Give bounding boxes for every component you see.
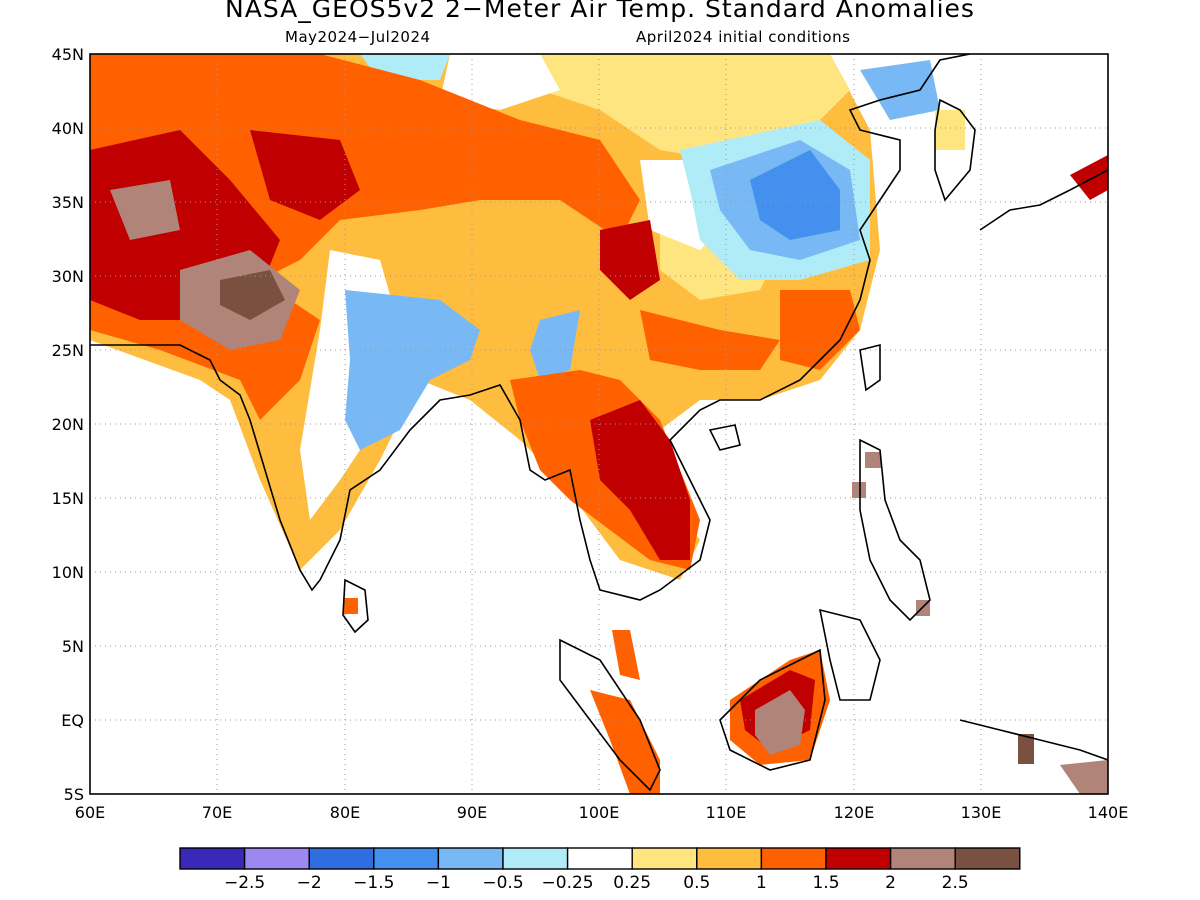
initial-conditions: April2024 initial conditions (636, 28, 851, 46)
lon-label: 120E (834, 803, 875, 822)
lat-label: 5N (62, 637, 84, 656)
latitude-labels: 45N 40N 35N 30N 25N 20N 15N 10N 5N EQ 5S (52, 45, 84, 804)
lon-label: 90E (457, 803, 487, 822)
lon-label: 60E (75, 803, 105, 822)
lat-label: EQ (61, 711, 84, 730)
colorbar-swatch (179, 847, 246, 870)
colorbar-label: −2.5 (224, 873, 265, 893)
longitude-labels: 60E 70E 80E 90E 100E 110E 120E 130E 140E (75, 803, 1129, 822)
map-title: NASA_GEOS5v2 2−Meter Air Temp. Standard … (225, 0, 975, 23)
colorbar-swatch (889, 847, 956, 870)
anomaly-region-philippines (852, 482, 866, 498)
anomaly-region-warm (780, 290, 860, 370)
anomaly-region-strong (600, 220, 660, 300)
lat-label: 25N (52, 341, 84, 360)
colorbar-label: 0.5 (683, 873, 710, 893)
anomaly-region-extreme (110, 180, 180, 240)
lon-label: 80E (330, 803, 360, 822)
colorbar-swatch (373, 847, 440, 870)
lon-label: 100E (579, 803, 620, 822)
map-frame (89, 53, 1109, 795)
colorbar-swatch (825, 847, 892, 870)
colorbar-swatch (243, 847, 310, 870)
colorbar-label: −1 (426, 873, 451, 893)
anomaly-region-warm (640, 310, 780, 370)
colorbar-swatch (631, 847, 698, 870)
colorbar-swatch (696, 847, 763, 870)
anomaly-region-philippines (865, 452, 881, 468)
anomaly-region-cool (345, 290, 480, 450)
anomaly-region-srilanka (344, 598, 358, 614)
colorbar-label: −0.25 (542, 873, 594, 893)
anomaly-region-newguinea (1018, 734, 1034, 764)
anomaly-region-neutral (440, 54, 560, 110)
lat-label: 20N (52, 415, 84, 434)
lat-label: 35N (52, 193, 84, 212)
lat-label: 5S (64, 785, 84, 804)
colorbar-swatch (954, 847, 1021, 870)
anomaly-region-malaysia (612, 630, 640, 680)
anomaly-region-cold (750, 150, 840, 240)
anomaly-region-strong (250, 130, 360, 220)
anomaly-region-newguinea (1060, 760, 1108, 794)
colorbar-swatch (308, 847, 375, 870)
lat-label: 45N (52, 45, 84, 64)
colorbar-swatch (502, 847, 569, 870)
anomaly-region-extreme (220, 270, 285, 320)
colorbar-label: −2 (297, 873, 322, 893)
colorbar-label: −0.5 (482, 873, 523, 893)
lon-label: 110E (706, 803, 747, 822)
graticule (90, 54, 1108, 794)
colorbar-swatch (437, 847, 504, 870)
colorbar-label: 1.5 (812, 873, 839, 893)
colorbar-label: 1 (756, 873, 767, 893)
colorbar-label: 2 (885, 873, 896, 893)
anomaly-region-borneo (755, 690, 805, 755)
forecast-period: May2024−Jul2024 (285, 28, 431, 46)
colorbar-label: 2.5 (942, 873, 969, 893)
anomaly-region-sumatra (590, 690, 660, 794)
colorbar-label: −1.5 (353, 873, 394, 893)
anomaly-field (90, 54, 1108, 794)
colorbar-swatch (566, 847, 633, 870)
colorbar-swatch (760, 847, 827, 870)
lat-label: 30N (52, 267, 84, 286)
anomaly-region-strong (590, 400, 690, 560)
lat-label: 15N (52, 489, 84, 508)
anomaly-region-cool (860, 60, 940, 120)
anomaly-region-korea (935, 110, 965, 150)
colorbar: −2.5 −2 −1.5 −1 −0.5 −0.25 0.25 0.5 1 1.5 2 2.5 (179, 847, 1021, 893)
anomaly-region-japan (1070, 155, 1108, 200)
lon-label: 130E (961, 803, 1002, 822)
lat-label: 10N (52, 563, 84, 582)
anomaly-region-cool (530, 310, 580, 380)
lat-label: 40N (52, 119, 84, 138)
coastlines (90, 54, 1108, 792)
lon-label: 140E (1088, 803, 1129, 822)
colorbar-label: 0.25 (613, 873, 651, 893)
lon-label: 70E (202, 803, 232, 822)
